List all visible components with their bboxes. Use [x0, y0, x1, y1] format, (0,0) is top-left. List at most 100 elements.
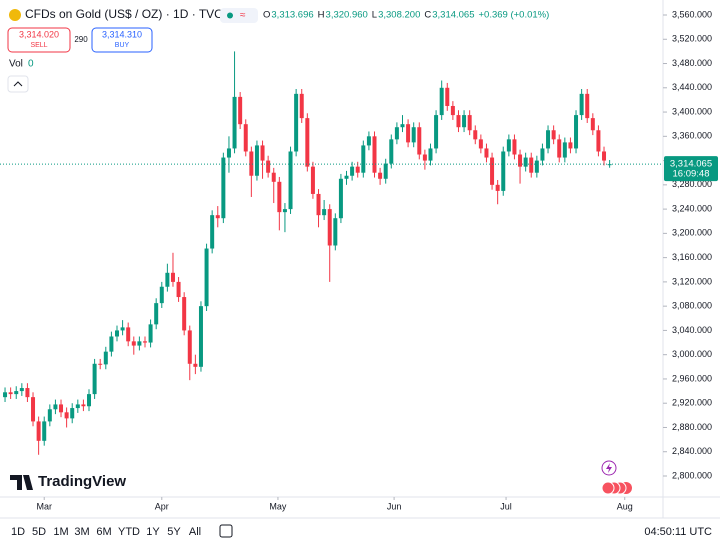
sell-button[interactable] [7, 27, 71, 53]
clock: 04:50:11 UTC [644, 526, 712, 538]
candle-body [383, 163, 388, 179]
collapse-button[interactable] [7, 75, 29, 93]
candle-body [187, 330, 192, 364]
candle-body [193, 363, 198, 367]
candle-body [3, 392, 8, 398]
buy-button[interactable] [91, 27, 153, 53]
ohlc-key: H [318, 10, 325, 21]
candle-body [238, 96, 243, 125]
candle-body [579, 93, 584, 116]
range-button[interactable]: 1Y [146, 526, 160, 538]
candle-body [344, 175, 349, 179]
candle-body [372, 136, 377, 173]
candle-body [316, 193, 321, 216]
candle-body [266, 160, 271, 173]
candle-body [282, 209, 287, 213]
candle-body [53, 404, 58, 410]
y-tick-label: 3,360.000 [672, 131, 712, 141]
candle-body [232, 96, 237, 149]
flag-icon[interactable] [601, 481, 615, 495]
y-tick-label: 3,560.000 [672, 9, 712, 19]
candle-body [602, 151, 607, 161]
volume-label: Vol [9, 59, 23, 70]
ohlc-value: 3,314.065 [432, 10, 474, 21]
x-tick-label: Apr [155, 501, 169, 511]
candle-body [226, 148, 231, 158]
candle-body [170, 272, 175, 282]
candle-body [361, 145, 366, 173]
y-tick-label: 3,280.000 [672, 179, 712, 189]
last-price-tag [664, 156, 718, 182]
candle-body [333, 218, 338, 246]
symbol-icon [9, 9, 21, 21]
candle-body [148, 324, 153, 343]
candle-body [204, 248, 209, 307]
candle-body [182, 297, 187, 331]
candle-body [176, 281, 181, 298]
candle-body [243, 124, 248, 152]
y-tick-label: 3,240.000 [672, 203, 712, 213]
range-button[interactable]: 6M [96, 526, 111, 538]
candle-body [75, 404, 80, 409]
candle-body [299, 93, 304, 119]
candle-body [81, 404, 86, 407]
candle-body [260, 145, 265, 161]
candle-body [103, 351, 108, 365]
candle-body [462, 115, 467, 128]
candle-body [109, 336, 114, 352]
candle-body [417, 127, 422, 155]
range-button[interactable]: 1D [11, 526, 25, 538]
logo-mark [10, 475, 33, 490]
range-button[interactable]: 5Y [167, 526, 181, 538]
range-button[interactable]: 5D [32, 526, 46, 538]
candle-body [294, 93, 299, 152]
candle-body [87, 394, 92, 407]
candle-body [165, 272, 170, 287]
range-button[interactable]: YTD [118, 526, 140, 538]
candle-body [137, 341, 142, 346]
y-tick-label: 2,840.000 [672, 446, 712, 456]
y-tick-label: 3,520.000 [672, 34, 712, 44]
candle-body [338, 178, 343, 219]
candle-body [249, 151, 254, 176]
y-tick-label: 2,920.000 [672, 398, 712, 408]
candle-body [120, 327, 125, 331]
x-tick-label: Aug [617, 501, 633, 511]
event-bolt [606, 463, 612, 473]
ohlc-value: 3,313.696 [271, 10, 313, 21]
status-icon: ≈ [240, 10, 246, 21]
branding: TradingView [38, 473, 126, 490]
candle-body [350, 166, 355, 176]
candle-body [271, 172, 276, 182]
range-button[interactable]: 1M [53, 526, 68, 538]
candle-body [305, 118, 310, 167]
range-button[interactable]: All [189, 526, 201, 538]
range-button[interactable]: 3M [74, 526, 89, 538]
candle-body [14, 391, 19, 395]
candle-body [47, 409, 52, 422]
candle-body [585, 93, 590, 119]
candle-body [574, 115, 579, 149]
candle-body [288, 151, 293, 210]
candle-body [355, 166, 360, 173]
countdown: 16:09:48 [673, 169, 710, 180]
candle-body [142, 341, 147, 343]
candle-body [159, 286, 164, 304]
candle-body [551, 130, 556, 140]
change: +0.369 (+0.01%) [479, 10, 550, 21]
x-tick-label: Jul [500, 501, 512, 511]
candle-body [310, 166, 315, 194]
volume-value: 0 [28, 59, 34, 70]
candle-body [478, 139, 483, 149]
candle-body [562, 142, 567, 158]
candle-body [389, 139, 394, 164]
candle-body [428, 148, 433, 161]
calendar-icon[interactable] [219, 524, 233, 538]
candle-body [8, 392, 13, 395]
candle-body [322, 209, 327, 216]
candle-body [495, 184, 500, 191]
buy-label: BUY [115, 42, 130, 49]
buy-price: 3,314.310 [102, 29, 142, 39]
